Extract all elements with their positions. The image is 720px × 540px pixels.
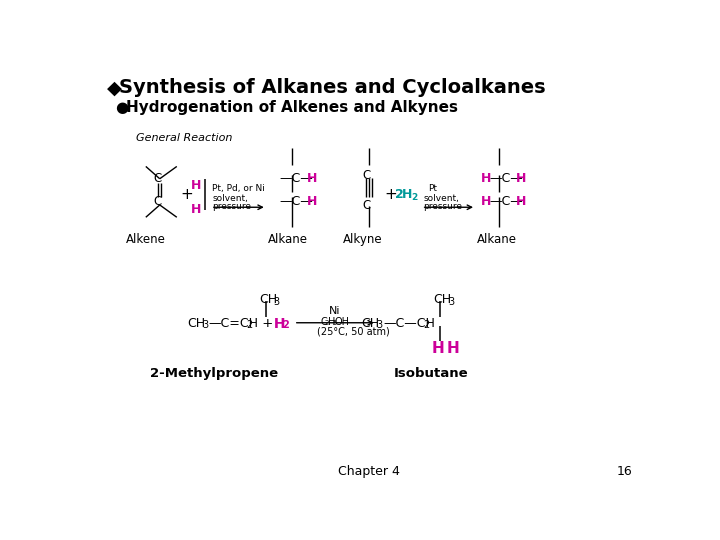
Text: 16: 16 [617, 465, 632, 478]
Text: Alkene: Alkene [126, 233, 166, 246]
Text: —C—CH: —C—CH [383, 316, 435, 329]
Text: ●: ● [114, 100, 128, 116]
Text: Ni: Ni [328, 306, 340, 316]
Text: C: C [363, 168, 371, 182]
Text: Synthesis of Alkanes and Cycloalkanes: Synthesis of Alkanes and Cycloalkanes [120, 78, 546, 97]
Text: +: + [181, 187, 193, 201]
Text: CH: CH [259, 294, 277, 307]
Text: +: + [384, 187, 397, 201]
Text: H: H [269, 316, 286, 330]
Text: 2: 2 [423, 320, 430, 330]
Text: —C=CH: —C=CH [209, 316, 258, 329]
Text: CH: CH [187, 316, 205, 329]
Text: —C—: —C— [280, 195, 314, 208]
Text: Isobutane: Isobutane [394, 367, 468, 380]
Text: 5: 5 [333, 320, 337, 327]
Text: Alkyne: Alkyne [343, 233, 382, 246]
Text: CH: CH [433, 294, 451, 307]
Text: +: + [258, 316, 274, 329]
Text: Chapter 4: Chapter 4 [338, 465, 400, 478]
Text: 3: 3 [202, 320, 209, 330]
Text: H: H [328, 316, 336, 327]
Text: 3: 3 [377, 320, 383, 330]
Text: 2: 2 [282, 320, 289, 330]
Text: CH: CH [361, 316, 379, 329]
Text: 2: 2 [246, 320, 252, 330]
Text: ◆: ◆ [107, 78, 122, 97]
Text: 2-Methylpropene: 2-Methylpropene [150, 367, 278, 380]
Text: (25°C, 50 atm): (25°C, 50 atm) [317, 327, 390, 336]
Text: Hydrogenation of Alkenes and Alkynes: Hydrogenation of Alkenes and Alkynes [126, 100, 458, 116]
Text: H: H [432, 341, 444, 356]
Text: —C—: —C— [280, 172, 314, 185]
Text: 2: 2 [395, 188, 404, 201]
Text: H: H [516, 195, 526, 208]
Text: 2: 2 [411, 193, 417, 202]
Text: Pt: Pt [428, 184, 437, 193]
Text: solvent,: solvent, [423, 194, 459, 203]
Text: Pt, Pd, or Ni: Pt, Pd, or Ni [212, 184, 266, 193]
Text: Alkane: Alkane [477, 233, 517, 246]
Text: H: H [482, 195, 492, 208]
Text: pressure: pressure [212, 202, 251, 211]
Text: 2: 2 [325, 320, 329, 327]
Text: H: H [402, 188, 413, 201]
Text: H: H [446, 341, 459, 356]
Text: H: H [516, 172, 526, 185]
Text: C: C [153, 172, 161, 185]
Text: C: C [153, 195, 161, 208]
Text: OH: OH [335, 316, 350, 327]
Text: solvent,: solvent, [212, 194, 248, 203]
Text: Alkane: Alkane [268, 233, 307, 246]
Text: 3: 3 [448, 298, 454, 307]
Text: H: H [307, 172, 318, 185]
Text: General Reaction: General Reaction [137, 132, 233, 143]
Text: —C—: —C— [489, 172, 523, 185]
Text: H: H [307, 195, 318, 208]
Text: pressure: pressure [423, 202, 462, 211]
Text: H: H [482, 172, 492, 185]
Text: H: H [191, 179, 201, 192]
Text: H: H [191, 204, 201, 217]
Text: C: C [320, 316, 327, 327]
Text: —C—: —C— [489, 195, 523, 208]
Text: C: C [363, 199, 371, 212]
Text: 3: 3 [274, 298, 280, 307]
